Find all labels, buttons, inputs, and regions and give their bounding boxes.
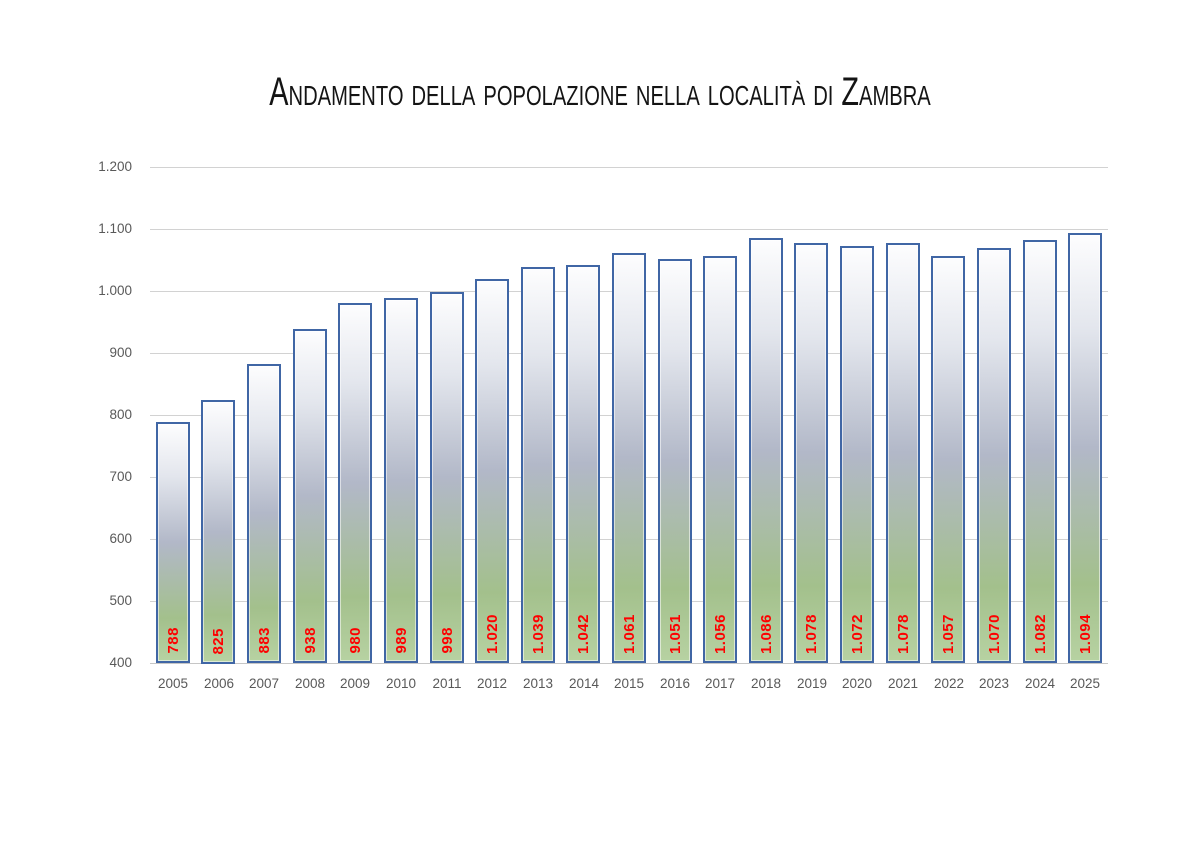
bar-value-label: 1.056 (711, 613, 729, 654)
bar: 1.086 (749, 238, 783, 663)
y-axis-tick-label: 800 (109, 407, 132, 422)
bar: 788 (156, 422, 190, 663)
bar-value-label-wrap: 1.051 (660, 614, 690, 654)
bar-value-label-wrap: 1.057 (933, 614, 963, 654)
bar-value-label: 1.070 (985, 613, 1003, 654)
bar-value-label-wrap: 1.082 (1025, 614, 1055, 654)
x-axis-category-label: 2019 (796, 676, 828, 691)
x-axis-category-label: 2012 (476, 676, 508, 691)
x-axis-category-label: 2016 (659, 676, 691, 691)
bar-value-label-wrap: 788 (158, 627, 188, 654)
bar-value-label: 1.042 (574, 613, 592, 654)
bar: 989 (384, 298, 418, 663)
bar-value-label: 1.086 (757, 613, 775, 654)
x-axis-category-label: 2011 (432, 676, 462, 691)
bar-value-label: 788 (164, 627, 182, 654)
bar-value-label-wrap: 1.020 (477, 614, 507, 654)
bar-value-label-wrap: 1.078 (888, 614, 918, 654)
bar: 1.042 (566, 265, 600, 663)
bar: 825 (201, 400, 235, 664)
y-axis-tick-label: 1.200 (98, 159, 132, 174)
bar-value-label: 1.072 (848, 613, 866, 654)
bar-value-label: 938 (301, 627, 319, 654)
bar-value-label-wrap: 938 (295, 627, 325, 654)
x-axis-category-label: 2006 (203, 676, 235, 691)
bar: 1.020 (475, 279, 509, 663)
y-axis-tick-label: 500 (109, 593, 132, 608)
bar: 1.057 (931, 256, 965, 663)
bar: 883 (247, 364, 281, 663)
bar-value-label: 998 (438, 627, 456, 654)
bar-value-label: 1.051 (666, 613, 684, 654)
x-axis-category-label: 2013 (522, 676, 554, 691)
bar: 1.078 (794, 243, 828, 663)
bar-value-label-wrap: 1.072 (842, 614, 872, 654)
y-axis-tick-label: 1.000 (98, 283, 132, 298)
x-axis-category-label: 2010 (385, 676, 417, 691)
y-axis-tick-label: 1.100 (98, 221, 132, 236)
bar: 1.078 (886, 243, 920, 663)
x-axis-category-label: 2007 (248, 676, 280, 691)
x-axis-category-label: 2023 (978, 676, 1010, 691)
bar-value-label: 883 (255, 627, 273, 654)
bar: 1.056 (703, 256, 737, 663)
y-axis-tick-label: 600 (109, 531, 132, 546)
bar-value-label-wrap: 883 (249, 627, 279, 654)
x-axis-category-label: 2009 (339, 676, 371, 691)
bar: 1.094 (1068, 233, 1102, 663)
chart-title: Andamento della popolazione nella locali… (269, 70, 931, 114)
bar-value-label: 980 (346, 627, 364, 654)
bar: 1.061 (612, 253, 646, 663)
bar-value-label-wrap: 1.056 (705, 614, 735, 654)
bar: 1.082 (1023, 240, 1057, 663)
x-axis-category-label: 2005 (157, 676, 189, 691)
bar: 938 (293, 329, 327, 663)
bar-value-label-wrap: 1.039 (523, 614, 553, 654)
bar-value-label-wrap: 1.042 (568, 614, 598, 654)
bar-value-label-wrap: 989 (386, 627, 416, 654)
y-axis-tick-label: 700 (109, 469, 132, 484)
baseline (150, 663, 1108, 664)
bar-value-label-wrap: 1.094 (1070, 614, 1100, 654)
bar-value-label: 1.082 (1031, 613, 1049, 654)
x-axis-category-label: 2022 (933, 676, 965, 691)
bar-value-label-wrap: 1.078 (796, 614, 826, 654)
bar-value-label: 1.057 (939, 613, 957, 654)
bar: 1.039 (521, 267, 555, 663)
gridline (150, 229, 1108, 230)
bar: 980 (338, 303, 372, 663)
x-axis-category-label: 2014 (568, 676, 600, 691)
bar-value-label: 1.078 (894, 613, 912, 654)
bar: 1.072 (840, 246, 874, 663)
bar-value-label-wrap: 825 (203, 628, 233, 655)
x-axis-category-label: 2008 (294, 676, 326, 691)
x-axis-category-label: 2021 (887, 676, 919, 691)
bar-value-label: 1.078 (802, 613, 820, 654)
bar-value-label: 1.061 (620, 613, 638, 654)
bar-value-label: 1.039 (529, 613, 547, 654)
bar: 1.070 (977, 248, 1011, 663)
gridline (150, 167, 1108, 168)
bar-value-label-wrap: 998 (432, 627, 462, 654)
bar-value-label-wrap: 980 (340, 627, 370, 654)
bar-value-label: 825 (209, 628, 227, 655)
x-axis-category-label: 2017 (704, 676, 736, 691)
bar: 1.051 (658, 259, 692, 663)
y-axis-tick-label: 900 (109, 345, 132, 360)
bar-value-label-wrap: 1.070 (979, 614, 1009, 654)
bar-value-label-wrap: 1.061 (614, 614, 644, 654)
y-axis-tick-label: 400 (109, 655, 132, 670)
bar-value-label: 989 (392, 627, 410, 654)
bar-value-label-wrap: 1.086 (751, 614, 781, 654)
bar-value-label: 1.094 (1076, 613, 1094, 654)
bar: 998 (430, 292, 464, 663)
x-axis-category-label: 2025 (1069, 676, 1101, 691)
x-axis-category-label: 2015 (613, 676, 645, 691)
x-axis-category-label: 2018 (750, 676, 782, 691)
bar-value-label: 1.020 (483, 613, 501, 654)
x-axis-category-label: 2024 (1024, 676, 1056, 691)
x-axis-category-label: 2020 (841, 676, 873, 691)
